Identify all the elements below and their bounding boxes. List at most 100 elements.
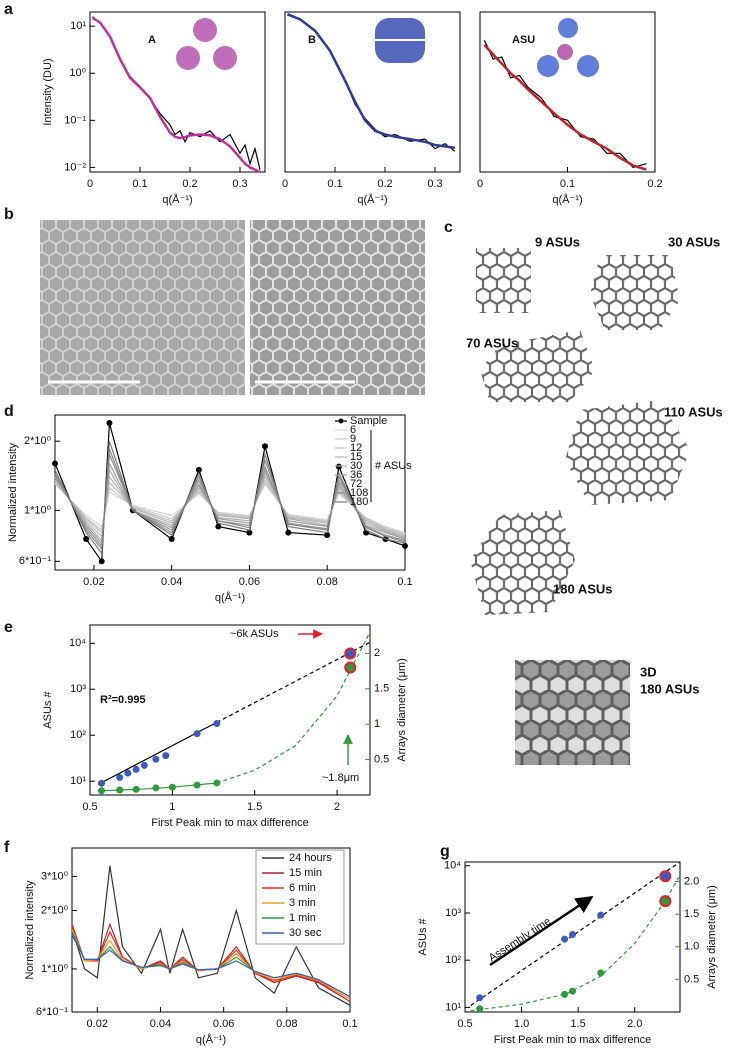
y2-axis-label: Arrays diameter (μm): [396, 658, 408, 762]
data-point: [213, 719, 221, 727]
legend-box: [255, 849, 345, 945]
data-point: [569, 931, 576, 939]
x-tick-label: 0.08: [317, 576, 338, 588]
y-tick-label: 10⁻¹: [64, 114, 86, 126]
x-tick-label: 0.02: [83, 576, 104, 588]
y-tick-label: 10⁴: [444, 860, 461, 872]
y2-tick-label: 0.5: [684, 973, 699, 985]
structure-label: 9 ASUs: [535, 234, 580, 249]
panel-label: c: [444, 219, 453, 236]
data-point: [98, 787, 106, 795]
data-point: [132, 785, 140, 793]
x-tick-label: 0.2: [647, 178, 662, 190]
x-tick-label: 1.0: [514, 1018, 529, 1030]
x-tick-label: 1.5: [571, 1018, 586, 1030]
data-point: [162, 752, 170, 760]
structure-label: 110 ASUs: [664, 404, 723, 419]
data-point: [569, 987, 576, 995]
data-point: [597, 911, 605, 919]
structure-label: 180 ASUs: [553, 581, 613, 596]
panel-label: f: [4, 839, 10, 856]
chart-title: A: [148, 34, 156, 46]
series-marker: [215, 523, 222, 530]
plot-frame: [89, 624, 371, 796]
annotation: ~1.8μm: [322, 772, 359, 784]
legend-label: 1 min: [289, 912, 316, 924]
series-line: [71, 929, 351, 1000]
y2-tick-label: 0.5: [374, 753, 389, 765]
series-line: [483, 44, 647, 171]
y-tick-label: 10²: [70, 729, 86, 741]
y-tick-label: 10³: [70, 683, 86, 695]
data-point: [659, 895, 672, 908]
series-line: [71, 926, 351, 1000]
legend-label: 180: [350, 496, 368, 508]
series-line: [92, 16, 261, 170]
series-marker: [106, 419, 113, 426]
y-tick-label: 10²: [445, 954, 461, 966]
legend-label: Sample: [350, 415, 387, 427]
data-point: [116, 786, 124, 794]
y-tick-label: 6*10⁻¹: [19, 555, 51, 567]
y-tick-label: 1*10⁰: [41, 963, 69, 975]
structure-label: 30 ASUs: [668, 234, 720, 249]
legend-label: 3 min: [289, 897, 316, 909]
y-tick-label: 6*10⁻¹: [36, 1006, 68, 1018]
annotation: Assembly time: [487, 915, 554, 964]
x-tick-label: 0.5: [82, 801, 97, 813]
data-point: [193, 781, 201, 789]
x-tick-label: 0: [87, 178, 93, 190]
y-axis-label: Intensity (DU): [42, 58, 54, 125]
x-tick-label: 0: [282, 178, 288, 190]
assembly-structure: [470, 248, 690, 765]
x-tick-label: 0.1: [327, 178, 342, 190]
series-line: [71, 934, 351, 998]
x-tick-label: 0.02: [87, 1018, 108, 1030]
y-axis-label: Normalized intensity: [7, 442, 19, 542]
x-tick-label: 0.2: [182, 178, 197, 190]
y-tick-label: 1*10⁰: [24, 504, 52, 516]
x-tick-label: 0.2: [377, 178, 392, 190]
y2-axis-label: Arrays diameter (μm): [706, 885, 718, 989]
series-line: [71, 922, 351, 1003]
x-axis-label: q(Å⁻¹): [196, 1033, 226, 1046]
series-marker: [52, 460, 58, 467]
data-point: [597, 969, 605, 977]
y2-tick-label: 2.0: [684, 875, 699, 887]
legend-label: 9: [350, 433, 356, 445]
y2-tick-label: 1.5: [684, 908, 699, 920]
y-tick-label: 10¹: [445, 1001, 461, 1013]
x-axis-label: q(Å⁻¹): [215, 591, 245, 604]
series-line: [54, 441, 406, 555]
y-tick-label: 10¹: [70, 20, 86, 32]
x-tick-label: 0.1: [342, 1018, 357, 1030]
y-tick-label: 10⁻²: [64, 161, 86, 173]
data-point: [152, 784, 160, 792]
x-axis-label: q(Å⁻¹): [552, 193, 582, 206]
series-marker: [402, 542, 408, 549]
legend-label: 108: [350, 487, 368, 499]
series-marker: [168, 536, 175, 543]
x-tick-label: 0.08: [276, 1018, 297, 1030]
series-marker: [324, 532, 331, 539]
y-axis-label: ASUs #: [417, 917, 429, 955]
legend-title: # ASUs: [375, 460, 412, 472]
y-axis-label: Normalized intensity: [24, 880, 36, 980]
x-tick-label: 2: [334, 801, 340, 813]
micrograph: [40, 220, 425, 395]
x-tick-label: 0: [477, 178, 483, 190]
legend-label: 15 min: [289, 867, 322, 879]
series-marker: [285, 529, 292, 536]
y-tick-label: 2*10⁰: [24, 435, 52, 447]
data-point: [193, 730, 201, 738]
data-point: [344, 647, 357, 660]
legend-label: 6: [350, 424, 356, 436]
x-tick-label: 1: [169, 801, 175, 813]
legend-label: 6 min: [289, 882, 316, 894]
plot-frame: [54, 414, 406, 571]
y-tick-label: 10⁰: [69, 67, 86, 79]
legend-marker: [338, 418, 344, 424]
